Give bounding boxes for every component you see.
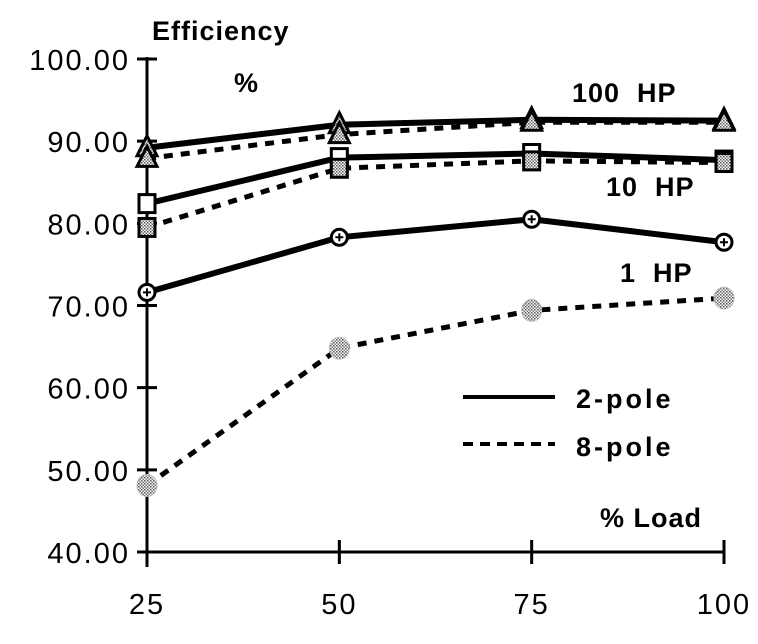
data-point-10-hp-8-pole bbox=[522, 150, 542, 172]
y-tick-label: 40.00 bbox=[47, 538, 130, 570]
plus-marker bbox=[720, 238, 728, 247]
plus-marker bbox=[527, 215, 536, 224]
data-point-10-hp-8-pole bbox=[329, 157, 349, 179]
plus-marker bbox=[143, 288, 151, 297]
data-point-1-hp-8-pole bbox=[328, 336, 350, 360]
y-tick-label: 90.00 bbox=[47, 127, 130, 159]
plus-marker bbox=[335, 233, 344, 242]
data-point-1-hp-8-pole bbox=[136, 473, 158, 497]
series-line-100-hp-8-pole bbox=[146, 119, 724, 161]
x-tick-label: 25 bbox=[129, 589, 165, 621]
legend: 2-pole 8-pole bbox=[463, 384, 674, 462]
group-label-10hp: 10 HP bbox=[606, 172, 695, 202]
data-point-100-hp-8-pole bbox=[711, 106, 737, 132]
y-axis-label: % bbox=[234, 68, 259, 98]
data-point-100-hp-8-pole bbox=[134, 143, 160, 168]
data-point-1-hp-2-pole bbox=[522, 209, 542, 229]
y-tick-label: 100.00 bbox=[29, 45, 130, 77]
data-point-10-hp-2-pole bbox=[137, 193, 157, 215]
legend-label-2pole: 2-pole bbox=[576, 384, 674, 414]
x-tick-label: 50 bbox=[321, 589, 357, 621]
data-point-100-hp-8-pole bbox=[519, 106, 545, 132]
group-label-1hp: 1 HP bbox=[620, 258, 693, 288]
data-point-1-hp-2-pole bbox=[137, 282, 157, 302]
group-label-100hp: 100 HP bbox=[572, 78, 677, 108]
data-point-1-hp-8-pole bbox=[713, 286, 735, 310]
data-point-1-hp-2-pole bbox=[329, 227, 349, 247]
legend-label-8pole: 8-pole bbox=[576, 432, 674, 462]
x-axis-label: % Load bbox=[600, 503, 702, 533]
y-tick-label: 50.00 bbox=[47, 456, 130, 488]
series-line-1-hp-2-pole bbox=[146, 216, 725, 296]
x-tick-label: 75 bbox=[514, 589, 550, 621]
y-tick-label: 80.00 bbox=[47, 209, 130, 241]
series-line-100-hp-2-pole bbox=[146, 116, 725, 151]
data-point-100-hp-8-pole bbox=[326, 119, 352, 145]
x-tick-label: 100 bbox=[697, 589, 751, 621]
y-tick-label: 70.00 bbox=[47, 292, 130, 324]
series-line-1-hp-8-pole bbox=[145, 295, 725, 488]
data-point-1-hp-8-pole bbox=[521, 298, 543, 322]
data-point-1-hp-2-pole bbox=[714, 232, 734, 252]
series-line-10-hp-8-pole bbox=[146, 158, 725, 230]
series-line-10-hp-2-pole bbox=[146, 150, 725, 207]
y-tick-label: 60.00 bbox=[47, 374, 130, 406]
chart-title: Efficiency bbox=[152, 16, 290, 46]
data-point-10-hp-8-pole bbox=[714, 152, 734, 174]
data-point-10-hp-8-pole bbox=[137, 216, 157, 238]
